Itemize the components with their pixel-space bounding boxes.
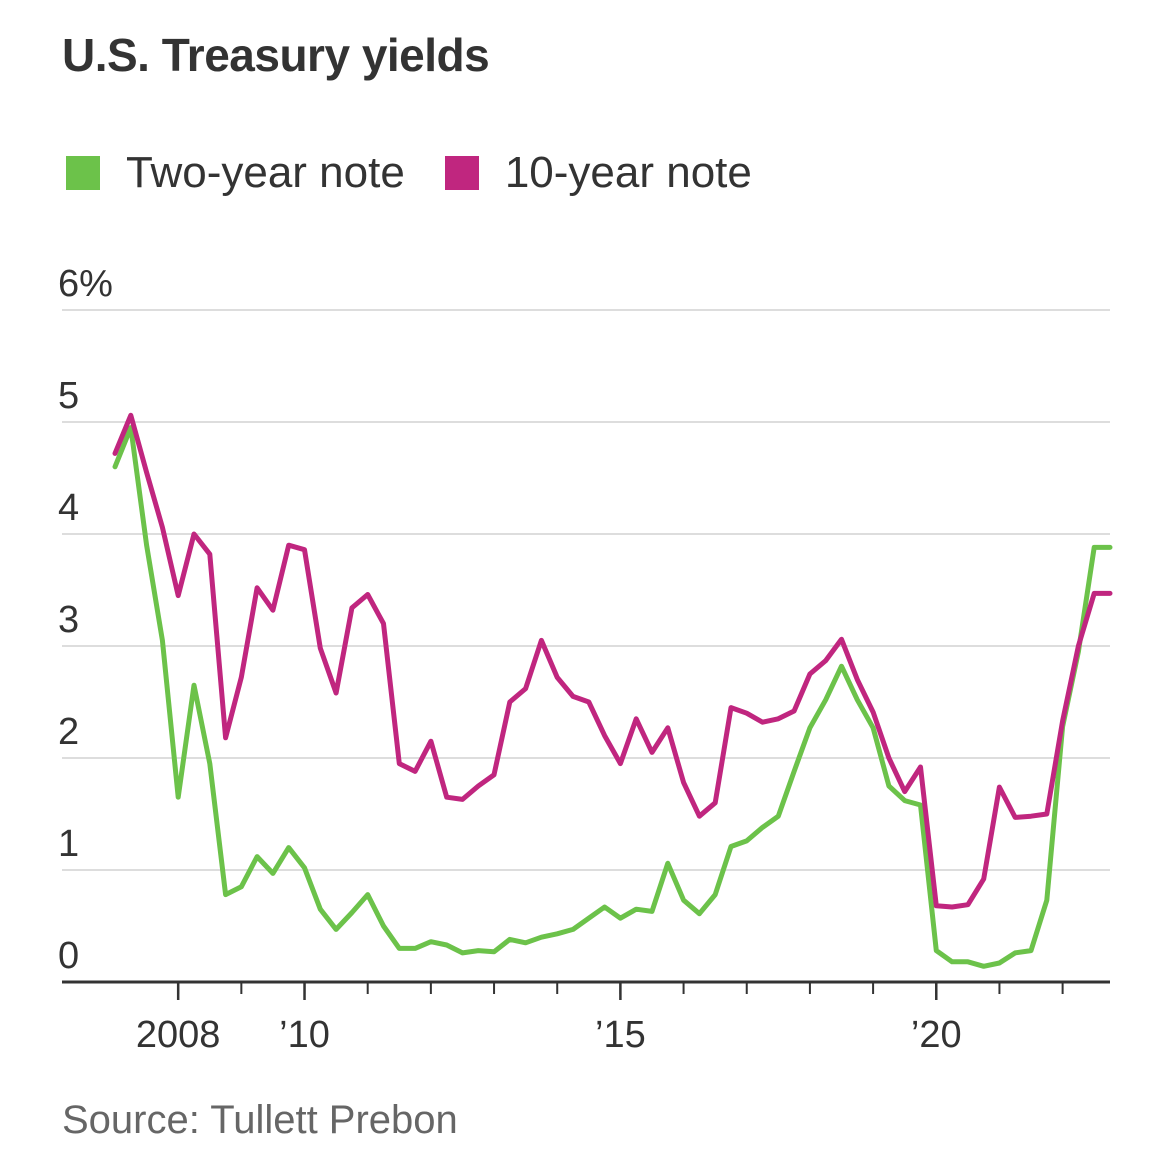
legend-swatch-two-year — [66, 156, 100, 190]
series-line-ten-year — [112, 412, 1113, 910]
legend-label-two-year: Two-year note — [126, 148, 405, 197]
y-tick-label: 3 — [58, 599, 79, 641]
chart-title: U.S. Treasury yields — [62, 29, 490, 81]
legend-label-ten-year: 10-year note — [504, 148, 752, 197]
y-tick-label: 1 — [58, 823, 79, 865]
legend-item-two-year: Two-year note — [66, 148, 405, 198]
y-axis-labels: 0 1 2 3 4 5 6% — [58, 263, 113, 977]
source-note: Source: Tullett Prebon — [62, 1098, 458, 1142]
x-axis: 2008 ’10 ’15 ’20 — [62, 980, 1110, 1056]
x-tick-label: 2008 — [136, 1014, 221, 1056]
legend: Two-year note 10-year note — [66, 148, 792, 198]
y-tick-label: 5 — [58, 375, 79, 417]
x-tick-label: ’15 — [595, 1014, 646, 1056]
series-line-two-year — [112, 425, 1113, 969]
x-tick-label: ’20 — [911, 1014, 962, 1056]
x-tick-label: ’10 — [279, 1014, 330, 1056]
legend-swatch-ten-year — [444, 156, 479, 190]
y-tick-label: 4 — [58, 487, 79, 529]
gridlines — [62, 309, 1110, 871]
y-tick-label: 0 — [58, 935, 79, 977]
y-tick-label: 6% — [58, 263, 113, 305]
y-tick-label: 2 — [58, 711, 79, 753]
legend-item-ten-year: 10-year note — [444, 148, 752, 198]
series-lines — [112, 412, 1113, 969]
